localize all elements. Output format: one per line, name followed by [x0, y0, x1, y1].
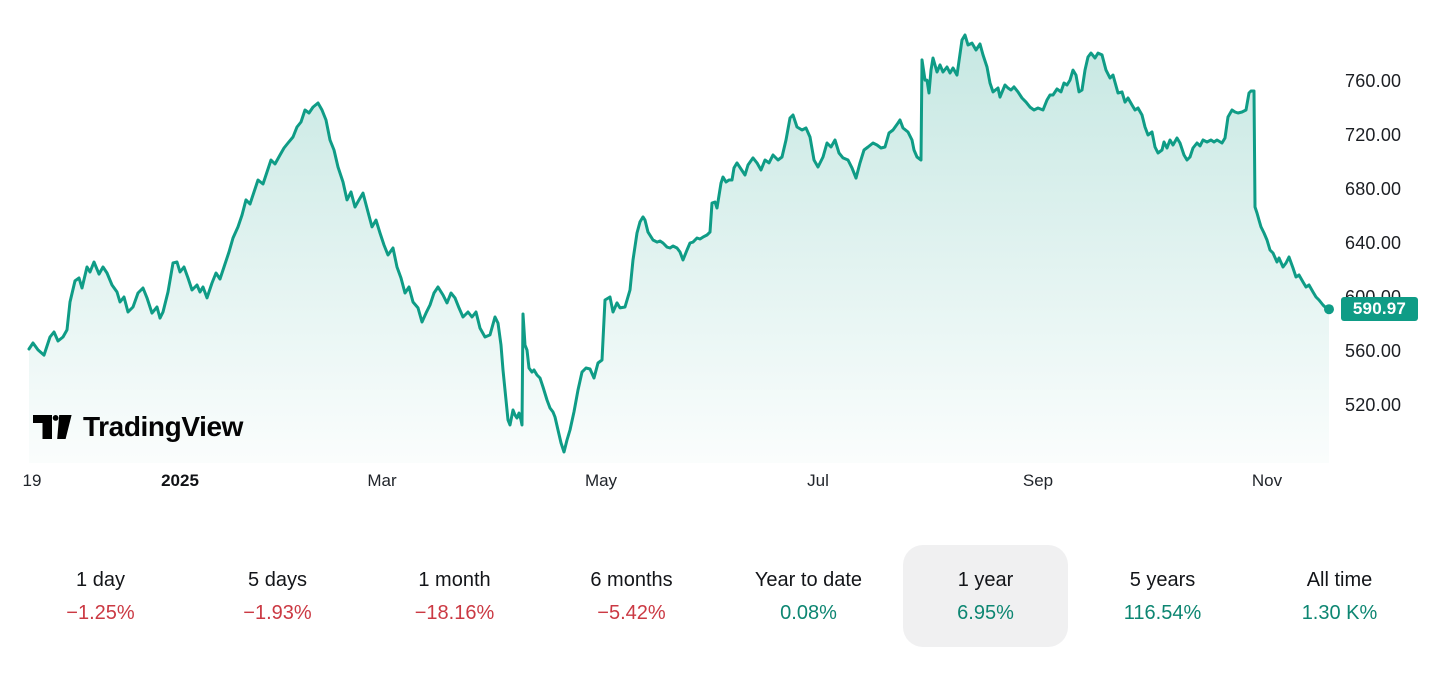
range-tab-1-month[interactable]: 1 month −18.16% — [372, 545, 537, 647]
y-axis-label: 680.00 — [1345, 179, 1402, 199]
x-axis-label: 2025 — [161, 471, 199, 490]
range-tab-change-value: 6.95% — [957, 601, 1014, 624]
range-tab-5-years[interactable]: 5 years 116.54% — [1080, 545, 1245, 647]
range-tab-label: 1 month — [418, 568, 491, 591]
range-tab-change-value: 116.54% — [1123, 601, 1202, 624]
tradingview-logo-text: TradingView — [83, 411, 244, 442]
price-area-fill — [29, 35, 1329, 463]
x-axis-label: 19 — [22, 471, 42, 490]
tradingview-logo-link[interactable]: TradingView — [33, 413, 243, 441]
x-axis-label: Sep — [1022, 471, 1054, 490]
y-axis-label: 640.00 — [1345, 233, 1402, 253]
y-axis-label: 560.00 — [1345, 341, 1402, 361]
range-tabs: 1 day −1.25% 5 days −1.93% 1 month −18.16% 6 m… — [0, 545, 1440, 647]
range-tab-label: Year to date — [754, 568, 863, 591]
x-axis-label: Jul — [807, 471, 829, 490]
range-tab-6-months[interactable]: 6 months −5.42% — [549, 545, 714, 647]
range-tab-1-year[interactable]: 1 year 6.95% — [903, 545, 1068, 647]
y-axis-label: 520.00 — [1345, 395, 1402, 415]
range-tab-change-value: 1.30 K% — [1301, 601, 1378, 624]
price-chart-region: 760.00720.00680.00640.00600.00560.00520.… — [0, 0, 1440, 490]
range-tab-label: 6 months — [590, 568, 673, 591]
price-line — [27, 33, 1331, 454]
range-tab-label: All time — [1306, 568, 1373, 591]
range-tab-change-value: −1.93% — [243, 601, 312, 624]
last-price-badge: 590.97 — [1341, 297, 1418, 321]
range-tab-label: 5 years — [1129, 568, 1196, 591]
range-tab-change-value: −18.16% — [414, 601, 495, 624]
last-price-dot — [1324, 304, 1334, 315]
range-tab-label: 5 days — [248, 568, 307, 591]
range-tab-year-to-date[interactable]: Year to date 0.08% — [726, 545, 891, 647]
x-axis-label: May — [584, 471, 618, 490]
range-tab-label: 1 day — [76, 568, 125, 591]
range-tab-change-value: −5.42% — [597, 601, 666, 624]
tradingview-logo-icon — [33, 415, 73, 439]
x-axis-label: Mar — [367, 471, 397, 490]
price-chart-canvas[interactable] — [0, 0, 1440, 466]
range-tab-change-value: 0.08% — [780, 601, 837, 624]
range-tab-all-time[interactable]: All time 1.30 K% — [1257, 545, 1422, 647]
range-tab-change-value: −1.25% — [66, 601, 135, 624]
range-tab-5-days[interactable]: 5 days −1.93% — [195, 545, 360, 647]
x-axis-label: Nov — [1251, 471, 1283, 490]
range-tab-label: 1 year — [957, 568, 1014, 591]
y-axis-label: 720.00 — [1345, 125, 1402, 145]
y-axis-label: 760.00 — [1345, 71, 1402, 91]
range-tab-1-day[interactable]: 1 day −1.25% — [18, 545, 183, 647]
